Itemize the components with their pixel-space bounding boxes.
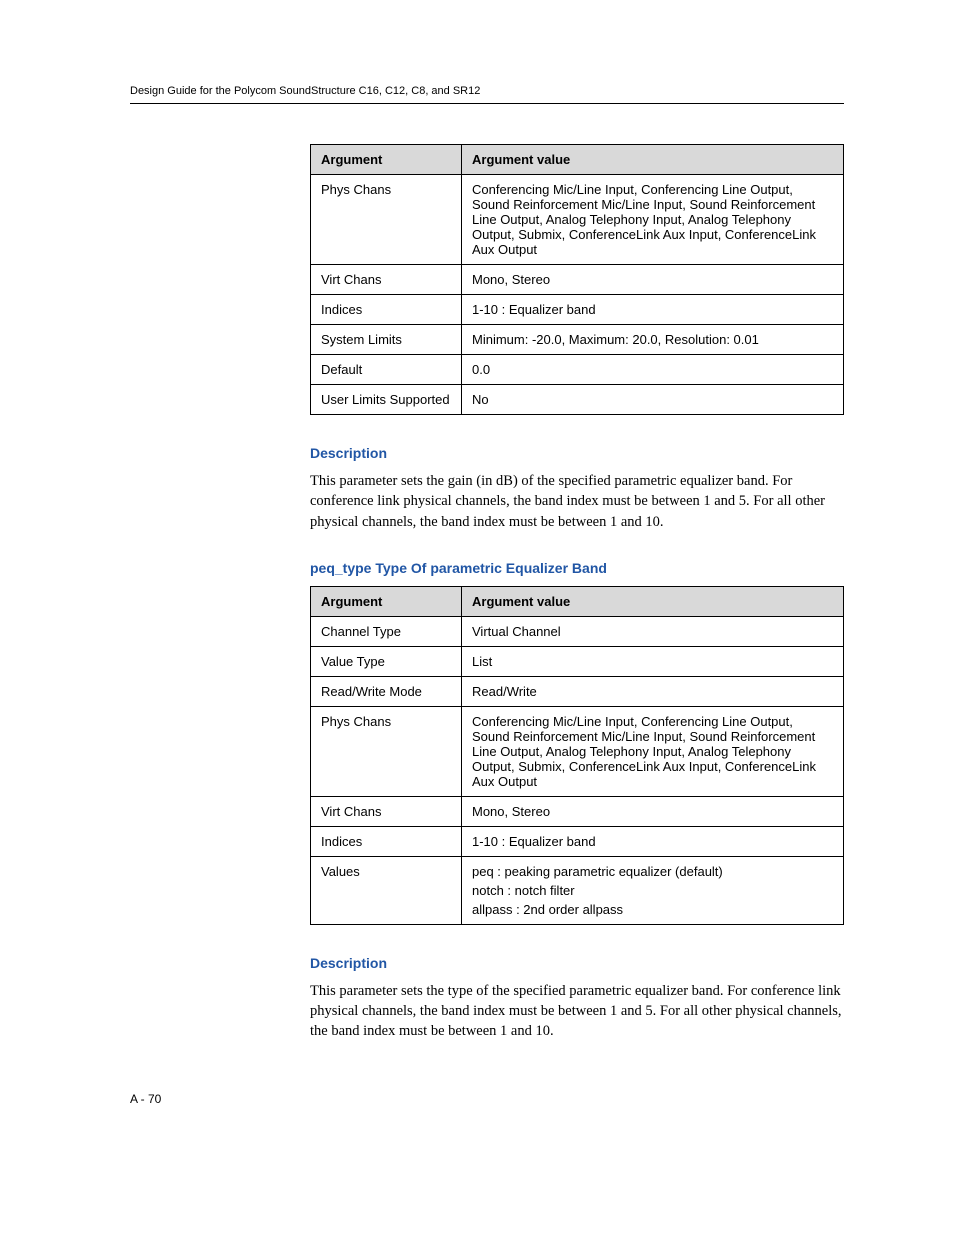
arg-cell: Phys Chans [311,706,462,796]
arg-cell: Virt Chans [311,796,462,826]
arg-cell: System Limits [311,325,462,355]
table-header-row: Argument Argument value [311,586,844,616]
col-header-argument-value: Argument value [462,586,844,616]
page-header-title: Design Guide for the Polycom SoundStruct… [130,85,844,97]
table-row: Read/Write Mode Read/Write [311,676,844,706]
table-row: Default 0.0 [311,355,844,385]
val-cell: Conferencing Mic/Line Input, Conferencin… [462,175,844,265]
val-cell: No [462,385,844,415]
arg-cell: Indices [311,826,462,856]
page-container: Design Guide for the Polycom SoundStruct… [0,0,954,1166]
parameter-table-2: Argument Argument value Channel Type Vir… [310,586,844,925]
table-row: Virt Chans Mono, Stereo [311,265,844,295]
val-cell: 1-10 : Equalizer band [462,826,844,856]
val-cell: Mono, Stereo [462,265,844,295]
col-header-argument: Argument [311,586,462,616]
content-area: Argument Argument value Phys Chans Confe… [310,144,844,1042]
header-rule [130,103,844,104]
description-heading-1: Description [310,445,844,461]
parameter-table-1: Argument Argument value Phys Chans Confe… [310,144,844,415]
description-text-1: This parameter sets the gain (in dB) of … [310,471,844,532]
arg-cell: Values [311,856,462,924]
val-cell: Mono, Stereo [462,796,844,826]
table-row: Values peq : peaking parametric equalize… [311,856,844,924]
col-header-argument-value: Argument value [462,145,844,175]
description-heading-2: Description [310,955,844,971]
value-line: peq : peaking parametric equalizer (defa… [472,864,833,879]
description-text-2: This parameter sets the type of the spec… [310,981,844,1042]
val-cell: 0.0 [462,355,844,385]
value-line: notch : notch filter [472,883,833,898]
table-row: Indices 1-10 : Equalizer band [311,826,844,856]
table-row: User Limits Supported No [311,385,844,415]
val-cell: Conferencing Mic/Line Input, Conferencin… [462,706,844,796]
arg-cell: Phys Chans [311,175,462,265]
table-row: Phys Chans Conferencing Mic/Line Input, … [311,706,844,796]
table-row: Virt Chans Mono, Stereo [311,796,844,826]
arg-cell: Channel Type [311,616,462,646]
arg-cell: Virt Chans [311,265,462,295]
val-cell: Read/Write [462,676,844,706]
value-line: allpass : 2nd order allpass [472,902,833,917]
peq-type-heading: peq_type Type Of parametric Equalizer Ba… [310,560,844,576]
table-row: Indices 1-10 : Equalizer band [311,295,844,325]
col-header-argument: Argument [311,145,462,175]
val-cell: List [462,646,844,676]
arg-cell: Value Type [311,646,462,676]
table-row: Channel Type Virtual Channel [311,616,844,646]
arg-cell: Default [311,355,462,385]
arg-cell: User Limits Supported [311,385,462,415]
val-cell: Virtual Channel [462,616,844,646]
val-cell: Minimum: -20.0, Maximum: 20.0, Resolutio… [462,325,844,355]
arg-cell: Read/Write Mode [311,676,462,706]
table-row: System Limits Minimum: -20.0, Maximum: 2… [311,325,844,355]
val-cell: peq : peaking parametric equalizer (defa… [462,856,844,924]
table-row: Value Type List [311,646,844,676]
table-row: Phys Chans Conferencing Mic/Line Input, … [311,175,844,265]
page-number: A - 70 [130,1092,844,1106]
table-header-row: Argument Argument value [311,145,844,175]
val-cell: 1-10 : Equalizer band [462,295,844,325]
arg-cell: Indices [311,295,462,325]
